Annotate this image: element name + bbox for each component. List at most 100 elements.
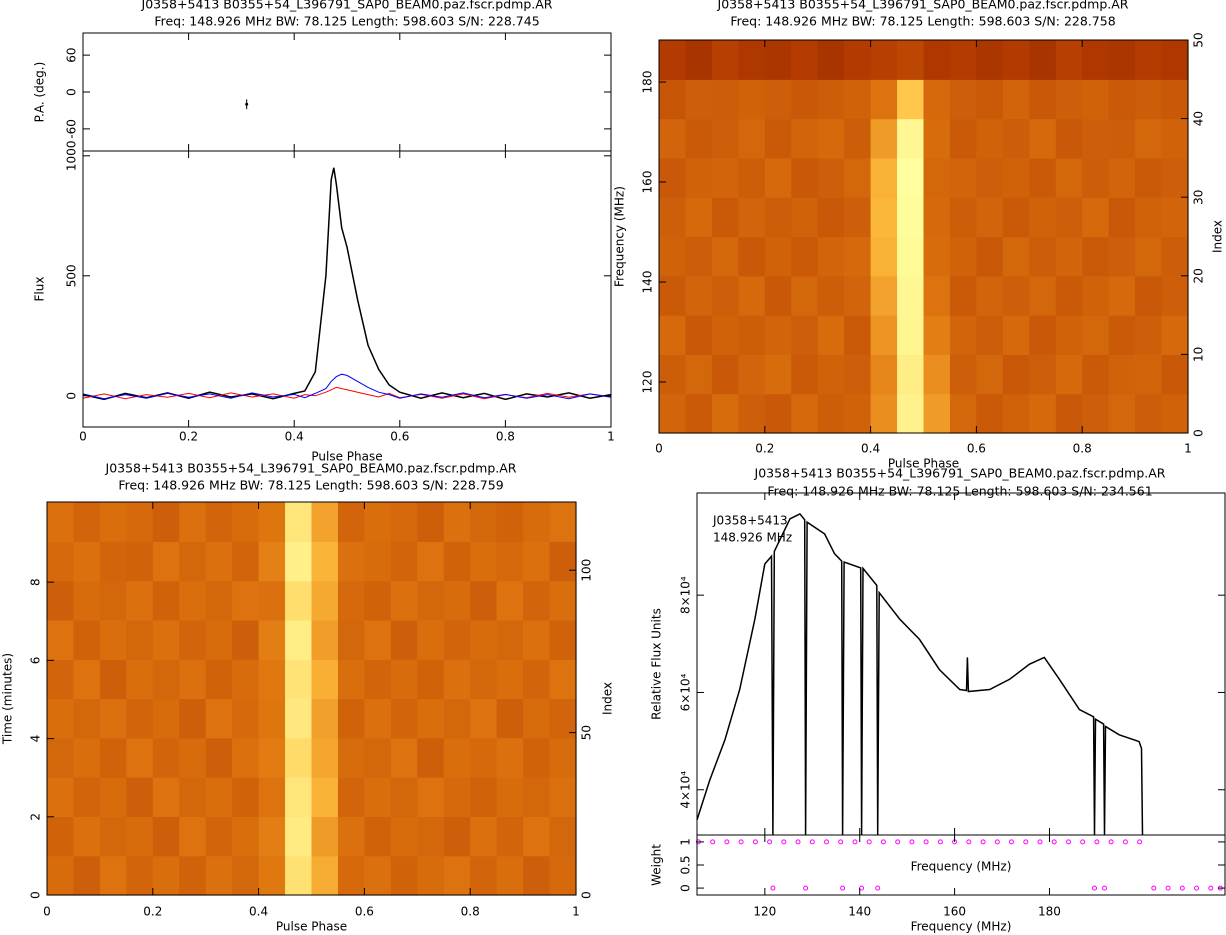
heat-cell xyxy=(711,197,739,238)
heat-cell xyxy=(470,502,498,542)
heat-cell xyxy=(711,315,739,355)
heat-cell xyxy=(844,393,872,434)
heat-cell xyxy=(1029,236,1057,277)
heat-cell xyxy=(949,157,977,198)
heat-cell xyxy=(152,502,180,542)
x-tick-label: 180 xyxy=(1038,905,1061,919)
heat-cell xyxy=(73,698,101,739)
heat-cell xyxy=(817,315,845,355)
weight-point xyxy=(852,839,858,845)
heat-cell xyxy=(99,777,127,817)
heat-cell xyxy=(549,737,577,778)
heat-cell xyxy=(496,737,524,778)
pa-point xyxy=(245,102,249,106)
heat-cell xyxy=(232,580,260,621)
heat-cell xyxy=(1161,79,1189,120)
heat-cell xyxy=(1082,275,1110,316)
chart-subtitle: Freq: 148.926 MHz BW: 78.125 Length: 598… xyxy=(730,14,1115,29)
heat-cell xyxy=(791,157,819,198)
heat-cell xyxy=(99,659,127,700)
heat-cell xyxy=(738,79,766,120)
weight-point xyxy=(1051,839,1057,845)
heat-cell xyxy=(179,855,207,896)
heat-cell xyxy=(1161,236,1189,277)
weight-point xyxy=(840,885,846,891)
heat-cell xyxy=(99,619,127,660)
heat-cell xyxy=(152,777,180,817)
heat-cell xyxy=(549,777,577,817)
heat-cell xyxy=(685,79,713,120)
y-tick-label: 1 xyxy=(679,838,693,846)
heat-cell xyxy=(232,737,260,778)
heat-cell xyxy=(711,393,739,434)
heat-cell xyxy=(311,816,339,857)
heat-cell xyxy=(390,580,418,621)
weight-point xyxy=(880,839,886,845)
heat-cell xyxy=(179,580,207,621)
y-tick-label: 0 xyxy=(1192,429,1206,437)
x-tick-label: 0.2 xyxy=(143,905,162,919)
weight-point xyxy=(1080,839,1086,845)
heat-cell xyxy=(870,79,898,120)
heat-cell xyxy=(337,502,365,542)
heat-cell xyxy=(73,502,101,542)
weight-point xyxy=(1102,885,1107,891)
heat-cell xyxy=(764,315,792,355)
heat-cell xyxy=(232,541,260,582)
y-tick-label: 100 xyxy=(580,559,594,582)
heat-cell xyxy=(844,157,872,198)
y-tick-label: 50 xyxy=(580,725,594,740)
heat-cell xyxy=(1029,157,1057,198)
heat-cell xyxy=(897,354,925,395)
weight-point xyxy=(781,839,787,845)
heat-cell xyxy=(258,737,286,778)
x-tick-label: 0 xyxy=(79,430,87,444)
heat-cell xyxy=(1135,354,1163,395)
heat-cell xyxy=(897,315,925,355)
heat-cell xyxy=(791,275,819,316)
annotation: 148.926 MHz xyxy=(713,531,792,545)
heat-cell xyxy=(443,855,471,896)
heat-cell xyxy=(205,698,233,739)
heat-cell xyxy=(73,777,101,817)
heat-cell xyxy=(99,541,127,582)
y-tick-label: 160 xyxy=(641,171,655,194)
weight-point xyxy=(1108,839,1114,845)
y-tick-label: 180 xyxy=(641,71,655,94)
heat-cell xyxy=(1108,197,1136,238)
weight-point xyxy=(738,839,744,845)
heat-cell xyxy=(496,659,524,700)
y-tick-label: 0.5 xyxy=(679,855,693,874)
heat-cell xyxy=(949,393,977,434)
heat-cell xyxy=(364,659,392,700)
plot-frame xyxy=(658,39,1189,434)
heat-cell xyxy=(1161,393,1189,434)
heat-cell xyxy=(844,236,872,277)
heat-cell xyxy=(205,816,233,857)
heat-cell xyxy=(1135,393,1163,434)
plot-frame xyxy=(82,150,612,428)
x-tick-label: 1 xyxy=(572,905,580,919)
heat-cell xyxy=(817,354,845,395)
x-axis-label: Pulse Phase xyxy=(888,457,959,471)
heat-cell xyxy=(99,737,127,778)
heat-cell xyxy=(364,698,392,739)
heat-cell xyxy=(496,698,524,739)
heat-cell xyxy=(258,541,286,582)
heat-cell xyxy=(311,855,339,896)
weight-point xyxy=(1165,885,1171,891)
heat-cell xyxy=(549,659,577,700)
heat-cell xyxy=(1108,79,1136,120)
heat-cell xyxy=(897,236,925,277)
heat-cell xyxy=(470,855,498,896)
heat-cell xyxy=(47,698,75,739)
heat-cell xyxy=(258,855,286,896)
heat-cell xyxy=(738,197,766,238)
heat-cell xyxy=(844,197,872,238)
heat-cell xyxy=(870,40,898,80)
heat-cell xyxy=(949,236,977,277)
heat-cell xyxy=(1002,79,1030,120)
heat-cell xyxy=(523,580,551,621)
heat-cell xyxy=(817,79,845,120)
heat-cell xyxy=(659,157,687,198)
